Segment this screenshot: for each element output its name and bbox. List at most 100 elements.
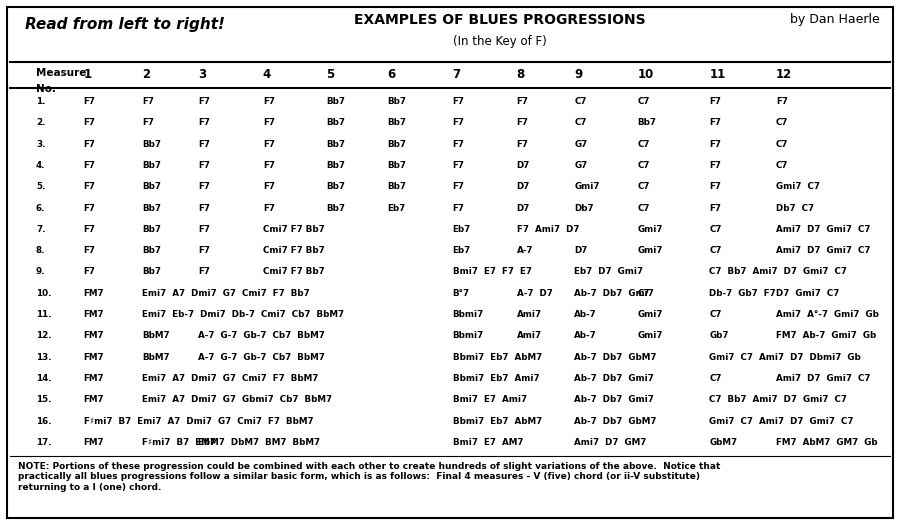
Text: Bbmi7: Bbmi7 bbox=[453, 310, 484, 319]
Text: Gmi7  C7  Ami7  D7  Dbmi7  Gb: Gmi7 C7 Ami7 D7 Dbmi7 Gb bbox=[709, 353, 861, 362]
Text: C7: C7 bbox=[709, 374, 722, 383]
Text: F7: F7 bbox=[709, 97, 721, 106]
Text: Bb7: Bb7 bbox=[142, 225, 161, 234]
Text: Ami7  D7  Gmi7  C7: Ami7 D7 Gmi7 C7 bbox=[776, 374, 870, 383]
Text: Db-7  Gb7  F7: Db-7 Gb7 F7 bbox=[709, 289, 776, 298]
Text: F7: F7 bbox=[453, 97, 464, 106]
Text: Bb7: Bb7 bbox=[142, 204, 161, 213]
Text: 14.: 14. bbox=[36, 374, 51, 383]
Text: F7: F7 bbox=[263, 161, 274, 170]
Text: F♯mi7  B7  Emi7  A7  Dmi7  G7  Cmi7  F7  BbM7: F♯mi7 B7 Emi7 A7 Dmi7 G7 Cmi7 F7 BbM7 bbox=[84, 416, 313, 426]
Text: Bb7: Bb7 bbox=[326, 161, 345, 170]
Text: Emi7  A7  Dmi7  G7  Cmi7  F7  Bb7: Emi7 A7 Dmi7 G7 Cmi7 F7 Bb7 bbox=[142, 289, 310, 298]
Text: 12.: 12. bbox=[36, 331, 51, 340]
Text: D7: D7 bbox=[574, 246, 588, 255]
Text: 5.: 5. bbox=[36, 182, 45, 191]
Text: Cmi7 F7 Bb7: Cmi7 F7 Bb7 bbox=[263, 246, 325, 255]
Text: 9.: 9. bbox=[36, 268, 46, 277]
Text: Bb7: Bb7 bbox=[142, 161, 161, 170]
Text: F♯mi7  B7  EM7: F♯mi7 B7 EM7 bbox=[142, 438, 216, 447]
Text: C7: C7 bbox=[709, 246, 722, 255]
Text: FM7: FM7 bbox=[84, 289, 104, 298]
Text: Gmi7: Gmi7 bbox=[637, 331, 662, 340]
Text: F7: F7 bbox=[517, 140, 528, 149]
Text: F7: F7 bbox=[84, 97, 95, 106]
Text: D7: D7 bbox=[517, 161, 530, 170]
Text: Emi7  A7  Dmi7  G7  Cmi7  F7  BbM7: Emi7 A7 Dmi7 G7 Cmi7 F7 BbM7 bbox=[142, 374, 319, 383]
Text: F7: F7 bbox=[776, 97, 788, 106]
Text: Eb7: Eb7 bbox=[453, 225, 471, 234]
Text: F7: F7 bbox=[142, 119, 154, 128]
Text: Cmi7 F7 Bb7: Cmi7 F7 Bb7 bbox=[263, 225, 325, 234]
Text: F7: F7 bbox=[453, 140, 464, 149]
Text: Db7  C7: Db7 C7 bbox=[776, 204, 814, 213]
Text: F7: F7 bbox=[263, 97, 274, 106]
Text: 1: 1 bbox=[84, 68, 92, 81]
Text: B°7: B°7 bbox=[453, 289, 470, 298]
Text: 11.: 11. bbox=[36, 310, 51, 319]
Text: Bb7: Bb7 bbox=[326, 204, 345, 213]
Text: F7: F7 bbox=[709, 119, 721, 128]
Text: Bb7: Bb7 bbox=[142, 140, 161, 149]
Text: Ami7: Ami7 bbox=[517, 331, 542, 340]
Text: F7: F7 bbox=[453, 182, 464, 191]
Text: FM7  Ab-7  Gmi7  Gb: FM7 Ab-7 Gmi7 Gb bbox=[776, 331, 876, 340]
Text: C7: C7 bbox=[637, 140, 650, 149]
Text: Bb7: Bb7 bbox=[387, 119, 406, 128]
Text: Eb7: Eb7 bbox=[387, 204, 405, 213]
Text: F7  Ami7  D7: F7 Ami7 D7 bbox=[517, 225, 579, 234]
Text: FM7: FM7 bbox=[84, 374, 104, 383]
Text: C7: C7 bbox=[637, 289, 650, 298]
Text: C7: C7 bbox=[574, 97, 587, 106]
Text: Ab-7  Db7  Gmi7: Ab-7 Db7 Gmi7 bbox=[574, 289, 654, 298]
Text: Ami7  D7  Gmi7  C7: Ami7 D7 Gmi7 C7 bbox=[776, 225, 870, 234]
Text: Read from left to right!: Read from left to right! bbox=[25, 17, 225, 33]
Text: F7: F7 bbox=[84, 161, 95, 170]
Text: Bmi7  E7  AM7: Bmi7 E7 AM7 bbox=[453, 438, 523, 447]
Text: Gb7: Gb7 bbox=[709, 331, 729, 340]
Text: F7: F7 bbox=[84, 140, 95, 149]
Text: F7: F7 bbox=[198, 225, 210, 234]
Text: C7: C7 bbox=[637, 204, 650, 213]
Text: 7.: 7. bbox=[36, 225, 46, 234]
Text: FM7: FM7 bbox=[84, 353, 104, 362]
Text: D7: D7 bbox=[517, 182, 530, 191]
Text: Bbmi7  Eb7  Ami7: Bbmi7 Eb7 Ami7 bbox=[453, 374, 539, 383]
Text: Bb7: Bb7 bbox=[637, 119, 656, 128]
Text: Ab-7: Ab-7 bbox=[574, 331, 597, 340]
Text: EXAMPLES OF BLUES PROGRESSIONS: EXAMPLES OF BLUES PROGRESSIONS bbox=[354, 13, 645, 27]
Text: (In the Key of F): (In the Key of F) bbox=[453, 36, 546, 48]
Text: FM7  AbM7  GM7  Gb: FM7 AbM7 GM7 Gb bbox=[776, 438, 878, 447]
Text: Bb7: Bb7 bbox=[326, 119, 345, 128]
Text: F7: F7 bbox=[453, 119, 464, 128]
Text: Bbmi7  Eb7  AbM7: Bbmi7 Eb7 AbM7 bbox=[453, 416, 542, 426]
Text: Bb7: Bb7 bbox=[326, 140, 345, 149]
Text: 4: 4 bbox=[263, 68, 271, 81]
Text: G7: G7 bbox=[574, 140, 588, 149]
Text: F7: F7 bbox=[709, 161, 721, 170]
Text: FM7: FM7 bbox=[84, 395, 104, 404]
Text: A-7: A-7 bbox=[517, 246, 533, 255]
Text: F7: F7 bbox=[198, 119, 210, 128]
Text: Emi7  A7  Dmi7  G7  Gbmi7  Cb7  BbM7: Emi7 A7 Dmi7 G7 Gbmi7 Cb7 BbM7 bbox=[142, 395, 332, 404]
Text: A-7  G-7  Gb-7  Cb7  BbM7: A-7 G-7 Gb-7 Cb7 BbM7 bbox=[198, 353, 325, 362]
Text: A-7  D7: A-7 D7 bbox=[517, 289, 553, 298]
Text: Gmi7: Gmi7 bbox=[637, 246, 662, 255]
Text: C7: C7 bbox=[776, 140, 788, 149]
Text: FM7: FM7 bbox=[84, 331, 104, 340]
Text: Bmi7  E7  F7  E7: Bmi7 E7 F7 E7 bbox=[453, 268, 532, 277]
Text: F7: F7 bbox=[263, 182, 274, 191]
Text: F7: F7 bbox=[709, 182, 721, 191]
Text: F7: F7 bbox=[263, 119, 274, 128]
Text: Bb7: Bb7 bbox=[387, 97, 406, 106]
Text: GbM7: GbM7 bbox=[709, 438, 737, 447]
Text: 5: 5 bbox=[326, 68, 334, 81]
Text: 10: 10 bbox=[637, 68, 653, 81]
Text: Bmi7  E7  Ami7: Bmi7 E7 Ami7 bbox=[453, 395, 526, 404]
Text: F7: F7 bbox=[84, 225, 95, 234]
Text: Ab-7  Db7  Gmi7: Ab-7 Db7 Gmi7 bbox=[574, 395, 654, 404]
Text: Bb7: Bb7 bbox=[387, 161, 406, 170]
Text: F7: F7 bbox=[198, 204, 210, 213]
Text: F7: F7 bbox=[84, 268, 95, 277]
Text: C7  Bb7  Ami7  D7  Gmi7  C7: C7 Bb7 Ami7 D7 Gmi7 C7 bbox=[709, 268, 847, 277]
